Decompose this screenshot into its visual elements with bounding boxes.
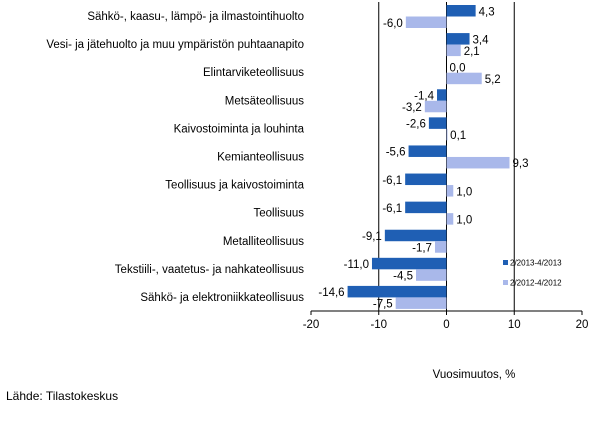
category-label: Kemianteollisuus — [217, 152, 304, 164]
x-tick-label: -20 — [303, 319, 320, 331]
data-label: 5,2 — [485, 74, 501, 86]
bar-series-1 — [405, 201, 447, 214]
data-label: 1,0 — [456, 214, 472, 226]
bar-series-2 — [446, 128, 448, 141]
data-label: 0,1 — [450, 130, 466, 142]
data-label: -1,4 — [414, 91, 434, 103]
category-label: Kaivostoiminta ja louhinta — [174, 123, 305, 135]
bar-series-2 — [446, 72, 482, 85]
category-label: Teollisuus ja kaivostoiminta — [165, 180, 304, 192]
bar-series-2 — [446, 156, 510, 169]
bar-series-1 — [446, 33, 470, 45]
data-label: -6,1 — [382, 175, 402, 187]
bar-series-2 — [416, 269, 447, 281]
category-label: Sähkö-, kaasu-, lämpö- ja ilmastointihuo… — [87, 11, 304, 23]
data-label: 3,4 — [473, 34, 490, 46]
category-label: Tekstiili-, vaatetus- ja nahkateollisuus — [115, 264, 304, 276]
legend-swatch — [503, 280, 508, 285]
data-label: -9,1 — [362, 231, 382, 243]
category-label: Vesi- ja jätehuolto ja muu ympäristön pu… — [46, 39, 304, 51]
legend-label: 2/2013-4/2013 — [510, 259, 562, 268]
data-label: -11,0 — [344, 259, 369, 271]
category-label: Elintarviketeollisuus — [203, 67, 304, 79]
data-label: -1,7 — [412, 242, 432, 254]
data-label: 9,3 — [513, 158, 529, 170]
data-label: 1,0 — [456, 186, 472, 198]
data-label: 0,0 — [450, 62, 466, 74]
bar-series-1 — [408, 145, 447, 157]
x-tick-label: 0 — [443, 319, 449, 331]
legend-swatch — [503, 260, 508, 265]
bar-series-2 — [434, 241, 447, 253]
data-label: 4,3 — [479, 6, 495, 18]
data-label: 2,1 — [464, 46, 480, 58]
data-label: -4,5 — [393, 271, 413, 283]
data-label: -3,2 — [402, 102, 422, 114]
category-label: Teollisuus — [254, 208, 305, 220]
bar-series-1 — [446, 5, 476, 17]
x-axis-title: Vuosimuutos, % — [433, 369, 516, 381]
bar-series-2 — [405, 16, 447, 28]
bar-series-1 — [371, 257, 447, 270]
data-label: -14,6 — [318, 287, 344, 299]
category-label: Sähkö- ja elektroniikkateollisuus — [140, 292, 304, 304]
category-label: Metalliteollisuus — [223, 236, 304, 248]
bar-series-1 — [405, 173, 447, 186]
source-note: Lähde: Tilastokeskus — [6, 389, 119, 403]
legend-label: 2/2012-4/2012 — [510, 279, 562, 288]
x-tick-label: -10 — [370, 319, 387, 331]
bar-series-2 — [424, 100, 447, 113]
bar-series-2 — [395, 297, 447, 309]
bar-series-1 — [384, 229, 447, 242]
bar-series-2 — [446, 185, 454, 197]
x-tick-label: 10 — [508, 319, 521, 331]
data-label: -7,5 — [373, 299, 393, 311]
data-label: -5,6 — [386, 147, 406, 159]
bar-series-1 — [428, 117, 447, 129]
data-label: -6,1 — [382, 203, 402, 215]
data-label: -2,6 — [406, 119, 426, 131]
data-label: -6,0 — [383, 18, 403, 30]
bar-series-1 — [437, 89, 447, 101]
bar-series-2 — [446, 213, 454, 225]
x-tick-label: 20 — [576, 319, 589, 331]
bar-series-2 — [446, 44, 461, 57]
bar-series-1 — [347, 285, 447, 298]
category-label: Metsäteollisuus — [225, 95, 305, 107]
